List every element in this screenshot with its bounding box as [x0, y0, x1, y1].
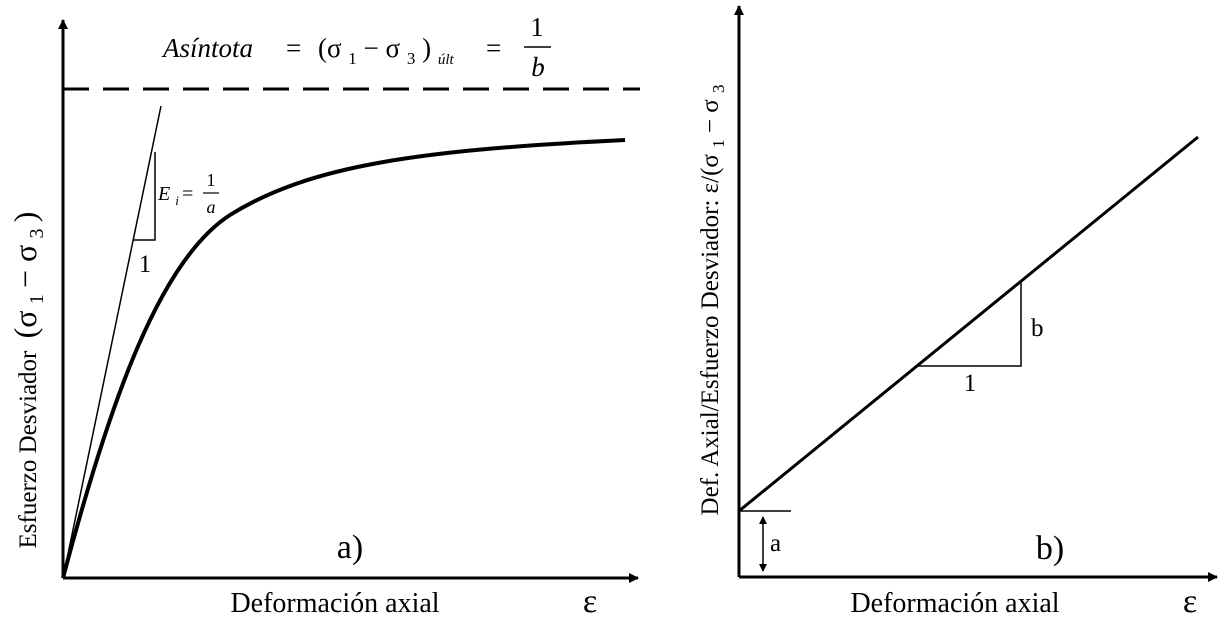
panel-b-intercept-label: a [770, 530, 781, 557]
initial-modulus-label: E i = [157, 183, 193, 210]
panel-a-x-axis-label: Deformación axial [230, 588, 439, 619]
panel-b-y-axis-label: Def. Axial/Esfuerzo Desviador: ε/(σ 1 − … [697, 85, 730, 516]
linear-fit-line [738, 135, 1199, 513]
panel-a-slope-run-label: 1 [139, 251, 152, 278]
panel-b-tag: b) [1036, 530, 1064, 567]
panel-a-tag: a) [337, 529, 363, 566]
panel-a-epsilon-symbol: ε [583, 583, 597, 619]
panel-b-epsilon-symbol: ε [1183, 583, 1197, 619]
panel-b-slope-triangle [915, 280, 1022, 367]
initial-modulus-numerator: 1 [207, 170, 216, 190]
stress-strain-curve [61, 138, 626, 579]
asymptote-equation: Asíntota = (σ 1 − σ 3 ) últ = [161, 33, 501, 70]
panel-b-slope-run-label: 1 [964, 370, 977, 397]
panel-b-slope-rise-label: b [1031, 315, 1044, 342]
asymptote-fraction-denominator: b [531, 52, 545, 82]
panel-a: Asíntota = (σ 1 − σ 3 ) últ = 1 b E i = … [7, 12, 640, 619]
initial-modulus-denominator: a [207, 197, 216, 217]
panel-b: b 1 a b) Def. Axial/Esfuerzo Desviador: … [697, 5, 1218, 619]
asymptote-fraction-numerator: 1 [530, 12, 544, 42]
panel-a-slope-triangle [133, 152, 156, 241]
initial-tangent-line [62, 105, 162, 579]
panel-b-x-axis-label: Deformación axial [850, 588, 1059, 619]
panel-a-y-axis-label: Esfuerzo Desviador (σ 1 − σ 3 ) [7, 212, 49, 549]
